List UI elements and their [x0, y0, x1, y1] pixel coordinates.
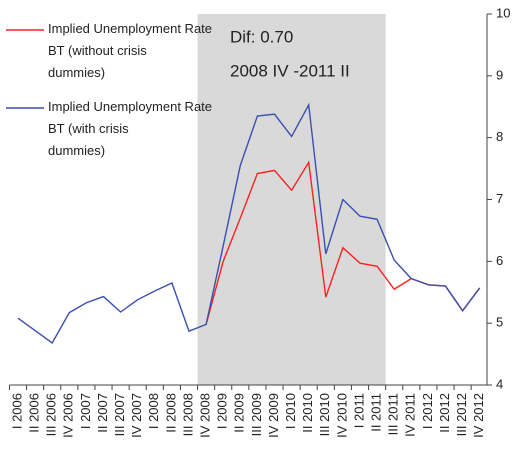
x-tick-label: II 2006 — [27, 393, 42, 433]
x-tick-label: III 2006 — [44, 393, 59, 436]
y-tick-label: 9 — [496, 67, 503, 82]
x-tick-label: II 2012 — [437, 393, 452, 433]
legend-label: Implied Unemployment Rate BT (with crisis… — [48, 99, 212, 158]
x-tick-label: III 2008 — [180, 393, 195, 436]
x-tick-label: IV 2007 — [129, 393, 144, 438]
annotation: 2008 IV -2011 II — [230, 61, 350, 80]
legend-label: Implied Unemployment Rate BT (without cri… — [48, 21, 212, 80]
x-tick-label: IV 2012 — [471, 393, 486, 438]
x-tick-label: II 2010 — [300, 393, 315, 433]
x-tick-label: IV 2011 — [403, 393, 418, 437]
x-tick-label: II 2008 — [163, 393, 178, 433]
x-tick-label: IV 2010 — [334, 393, 349, 438]
y-tick-label: 8 — [496, 129, 503, 144]
y-tick-label: 7 — [496, 191, 503, 206]
x-tick-label: II 2011 — [369, 393, 384, 432]
y-tick-label: 5 — [496, 315, 503, 330]
y-tick-label: 4 — [496, 376, 503, 391]
series-line — [17, 102, 481, 344]
annotation: Dif: 0.70 — [230, 27, 293, 46]
y-tick-label: 10 — [496, 5, 510, 20]
x-tick-label: III 2012 — [454, 393, 469, 436]
x-tick-label: II 2007 — [95, 393, 110, 433]
x-tick-label: I 2006 — [9, 393, 24, 429]
x-tick-label: IV 2006 — [61, 393, 76, 438]
x-tick-label: III 2007 — [112, 393, 127, 436]
x-tick-label: I 2007 — [78, 393, 93, 429]
x-tick-label: I 2009 — [215, 393, 230, 429]
y-tick-label: 6 — [496, 253, 503, 268]
x-tick-label: IV 2008 — [198, 393, 213, 438]
x-tick-label: III 2009 — [249, 393, 264, 436]
x-tick-label: III 2010 — [317, 393, 332, 436]
x-tick-label: I 2011 — [351, 393, 366, 428]
x-tick-label: II 2009 — [232, 393, 247, 433]
x-tick-label: I 2008 — [146, 393, 161, 429]
x-tick-label: I 2012 — [420, 393, 435, 429]
x-tick-label: IV 2009 — [266, 393, 281, 438]
x-tick-label: III 2011 — [386, 393, 401, 435]
shaded-period — [197, 14, 386, 385]
x-tick-label: I 2010 — [283, 393, 298, 429]
